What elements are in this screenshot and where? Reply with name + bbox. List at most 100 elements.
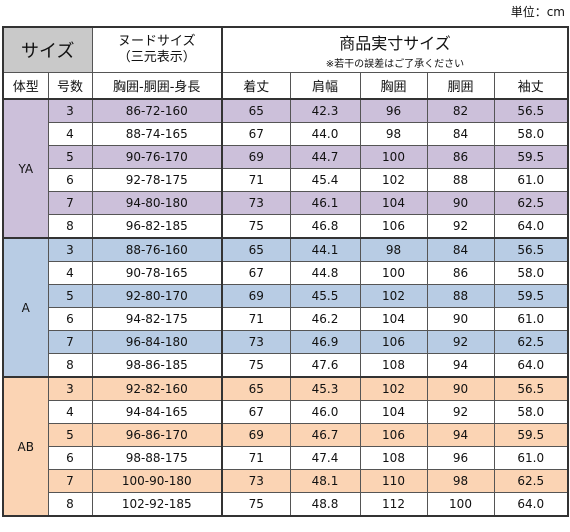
body-size-cell: 100-90-180: [91, 469, 223, 493]
table-row: 5 92-80-170 69 45.5 102 88 59.5: [3, 284, 569, 308]
waist-cell: 90: [426, 191, 495, 215]
table-row: 6 98-88-175 71 47.4 108 96 61.0: [3, 446, 569, 470]
shoulder-cell: 42.3: [289, 98, 361, 123]
chest-cell: 96: [359, 98, 428, 123]
product-size-header: 商品実寸サイズ ※若干の誤差はご了承ください: [221, 26, 569, 73]
sleeve-cell: 58.0: [493, 400, 569, 424]
unit-label: 単位：cm: [510, 5, 565, 19]
size-number-cell: 8: [47, 492, 93, 517]
table-row: A 3 88-76-160 65 44.1 98 84 56.5: [2, 237, 569, 378]
col-header-sleeve: 袖丈: [493, 72, 569, 100]
sleeve-cell: 59.5: [493, 423, 569, 447]
body-size-cell: 92-80-170: [91, 284, 223, 308]
chest-cell: 106: [359, 330, 428, 354]
chest-cell: 102: [359, 284, 428, 308]
table-row: AB 3 92-82-160 65 45.3 102 90 56.5: [2, 376, 569, 517]
size-header: サイズ: [2, 26, 93, 73]
body-size-cell: 92-82-160: [91, 376, 223, 401]
length-cell: 75: [221, 353, 291, 378]
sleeve-cell: 59.5: [493, 145, 569, 169]
body-size-cell: 92-78-175: [91, 168, 223, 192]
chest-cell: 104: [359, 307, 428, 331]
shoulder-cell: 45.3: [289, 376, 361, 401]
size-number-cell: 7: [47, 469, 93, 493]
nude-size-subtitle: （三元表示）: [117, 50, 196, 65]
waist-cell: 92: [426, 214, 495, 239]
body-size-cell: 98-86-185: [91, 353, 223, 378]
size-number-cell: 7: [47, 330, 93, 354]
size-number-cell: 4: [47, 261, 93, 285]
body-type-cell: A: [2, 237, 49, 378]
shoulder-cell: 47.4: [289, 446, 361, 470]
table-row: 5 90-76-170 69 44.7 100 86 59.5: [3, 145, 569, 169]
nude-size-title: ヌードサイズ: [117, 34, 196, 49]
sleeve-cell: 62.5: [493, 469, 569, 493]
body-size-cell: 94-84-165: [91, 400, 223, 424]
chest-cell: 108: [359, 446, 428, 470]
table-row: 7 94-80-180 73 46.1 104 90 62.5: [3, 191, 569, 215]
shoulder-cell: 45.4: [289, 168, 361, 192]
waist-cell: 90: [426, 376, 495, 401]
shoulder-cell: 45.5: [289, 284, 361, 308]
chest-cell: 106: [359, 214, 428, 239]
size-number-cell: 4: [47, 122, 93, 146]
length-cell: 71: [221, 307, 291, 331]
length-cell: 71: [221, 168, 291, 192]
waist-cell: 98: [426, 469, 495, 493]
chest-cell: 100: [359, 261, 428, 285]
table-row: 6 92-78-175 71 45.4 102 88 61.0: [3, 168, 569, 192]
chest-cell: 104: [359, 400, 428, 424]
sleeve-cell: 64.0: [493, 353, 569, 378]
shoulder-cell: 46.0: [289, 400, 361, 424]
sleeve-cell: 58.0: [493, 122, 569, 146]
sleeve-cell: 56.5: [493, 376, 569, 401]
length-cell: 65: [221, 98, 291, 123]
length-cell: 75: [221, 214, 291, 239]
table-row: 8 102-92-185 75 48.8 112 100 64.0: [3, 492, 569, 517]
size-number-cell: 6: [47, 307, 93, 331]
chest-cell: 100: [359, 145, 428, 169]
table-row: 4 88-74-165 67 44.0 98 84 58.0: [3, 122, 569, 146]
size-chart-header: サイズ ヌードサイズ （三元表示） 商品実寸サイズ ※若干の誤差はご了承ください…: [2, 26, 569, 100]
table-row: 7 96-84-180 73 46.9 106 92 62.5: [3, 330, 569, 354]
sleeve-cell: 58.0: [493, 261, 569, 285]
table-row: 7 100-90-180 73 48.1 110 98 62.5: [3, 469, 569, 493]
length-cell: 75: [221, 492, 291, 517]
shoulder-cell: 44.7: [289, 145, 361, 169]
size-number-cell: 3: [47, 237, 93, 262]
size-number-cell: 6: [47, 168, 93, 192]
chest-cell: 112: [359, 492, 428, 517]
col-header-type: 体型: [2, 72, 49, 100]
sleeve-cell: 59.5: [493, 284, 569, 308]
waist-cell: 86: [426, 145, 495, 169]
product-size-note: ※若干の誤差はご了承ください: [325, 59, 465, 70]
length-cell: 73: [221, 469, 291, 493]
length-cell: 65: [221, 237, 291, 262]
waist-cell: 100: [426, 492, 495, 517]
sleeve-cell: 62.5: [493, 191, 569, 215]
waist-cell: 92: [426, 400, 495, 424]
shoulder-cell: 44.0: [289, 122, 361, 146]
body-size-cell: 96-86-170: [91, 423, 223, 447]
col-header-chest: 胸囲: [359, 72, 428, 100]
product-size-title: 商品実寸サイズ: [339, 34, 451, 53]
sleeve-cell: 61.0: [493, 168, 569, 192]
length-cell: 67: [221, 400, 291, 424]
waist-cell: 92: [426, 330, 495, 354]
waist-cell: 88: [426, 284, 495, 308]
length-cell: 71: [221, 446, 291, 470]
body-size-cell: 86-72-160: [91, 98, 223, 123]
size-number-cell: 7: [47, 191, 93, 215]
sleeve-cell: 56.5: [493, 98, 569, 123]
sleeve-cell: 56.5: [493, 237, 569, 262]
chest-cell: 104: [359, 191, 428, 215]
waist-cell: 84: [426, 122, 495, 146]
col-header-body: 胸囲-胴囲-身長: [91, 72, 223, 100]
sleeve-cell: 62.5: [493, 330, 569, 354]
size-number-cell: 6: [47, 446, 93, 470]
table-row: 5 96-86-170 69 46.7 106 94 59.5: [3, 423, 569, 447]
chest-cell: 98: [359, 122, 428, 146]
length-cell: 67: [221, 261, 291, 285]
chest-cell: 102: [359, 168, 428, 192]
waist-cell: 96: [426, 446, 495, 470]
